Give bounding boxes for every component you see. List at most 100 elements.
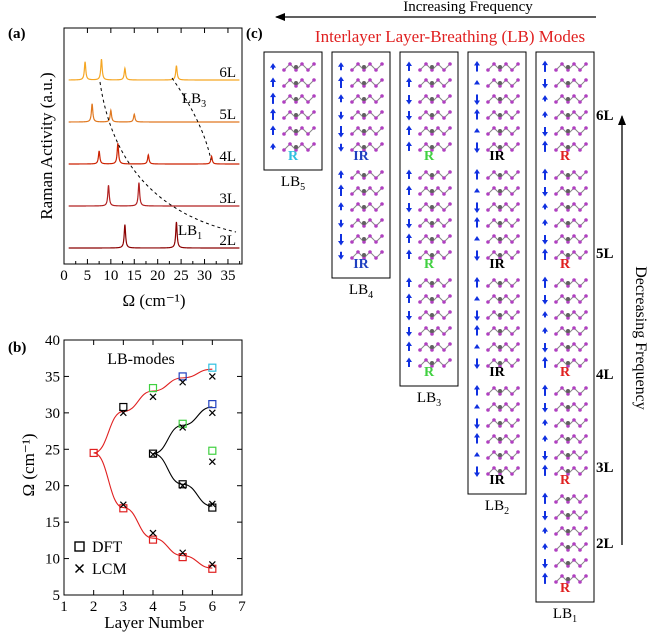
layer-motif: [554, 542, 588, 552]
arrow-head: [406, 223, 412, 229]
activity-label: IR: [489, 365, 505, 380]
arrow-head: [474, 100, 480, 106]
legend-lcm-marker: [74, 563, 85, 574]
b-xtick-label: 1: [60, 599, 68, 615]
b-ytick-label: 30: [45, 406, 60, 422]
fit-curve: [93, 368, 213, 454]
panel-b: (b) Ω (cm⁻¹) LB-modes 1 2 3 4 5 6 7 5 10 15 20 25 30…: [8, 333, 246, 632]
panel-a-xlabel: Ω (cm⁻¹): [122, 291, 185, 310]
layer-motif: [486, 294, 520, 304]
dft-point: [208, 503, 217, 512]
arrow-head: [474, 168, 480, 174]
mode-column-LB5: R LB5: [263, 51, 323, 193]
legend-dft-marker: [74, 541, 85, 552]
dft-point: [119, 402, 128, 412]
mode-box: [331, 51, 391, 279]
spectrum-4L: [68, 143, 240, 165]
mode-box: [467, 51, 527, 495]
mode-label-main: LB: [281, 174, 300, 190]
layer-motif: [486, 62, 520, 72]
lcm-point: [208, 560, 216, 568]
arrow-head: [474, 384, 480, 390]
mode-label-sub: 3: [436, 398, 441, 409]
layer-labels: 6L 5L 4L 3L 2L: [596, 108, 614, 552]
layer-motif: [486, 170, 520, 180]
layer-motif: [554, 218, 588, 228]
spectrum-6L: [68, 59, 240, 81]
arrow-head: [270, 63, 276, 68]
dft-point: [208, 400, 217, 409]
mode-label-sub: 2: [504, 506, 509, 517]
layer-motif: [282, 142, 316, 152]
layer-motif: [554, 126, 588, 136]
arrow-head: [338, 94, 344, 99]
arrow-head: [474, 108, 480, 114]
layer-motif: [554, 294, 588, 304]
arrow-head: [542, 83, 548, 89]
arrow-head: [542, 219, 548, 224]
activity-label: R: [424, 365, 435, 380]
panel-b-xlabel: Layer Number: [104, 613, 204, 632]
layer-motif: [554, 342, 588, 352]
mode-column-LB4: IR IR LB4: [331, 51, 391, 301]
arrow-head: [338, 62, 344, 67]
layer-motif: [486, 358, 520, 368]
layer-motif: [350, 142, 384, 152]
arrow-head: [542, 60, 548, 66]
lb1-track: [99, 81, 237, 233]
layer-motif: [418, 310, 452, 320]
spectrum-label-6L: 6L: [219, 65, 236, 81]
activity-label: IR: [489, 149, 505, 164]
b-ytick-label: 25: [45, 442, 60, 458]
layer-motif: [554, 386, 588, 396]
layer-motif: [554, 186, 588, 196]
arrow-head: [406, 125, 412, 131]
layer-motif: [554, 110, 588, 120]
arrow-head: [542, 111, 548, 116]
dft-point: [148, 535, 158, 544]
layer-motif: [418, 294, 452, 304]
arrow-head: [270, 143, 276, 148]
layer-motif: [554, 434, 588, 444]
arrow-head: [474, 128, 480, 133]
layer-motif: [554, 310, 588, 320]
layer-motif: [554, 234, 588, 244]
arrow-head: [338, 202, 344, 207]
annotation-lb1-sub: 1: [197, 231, 202, 242]
arrow-head: [270, 108, 276, 114]
layer-motif: [350, 110, 384, 120]
layer-motif: [418, 94, 452, 104]
dft-point: [208, 446, 217, 455]
arrow-head: [406, 249, 412, 255]
arrow-head: [542, 356, 548, 362]
arrow-head: [406, 315, 412, 321]
arrow-head: [474, 256, 480, 262]
decreasing-frequency-label: Decreasing Frequency: [632, 266, 649, 410]
annotation-lb3: LB3: [182, 91, 206, 110]
arrow-head: [542, 384, 548, 390]
layer-motif: [282, 62, 316, 72]
fit-curve: [152, 453, 213, 507]
panel-b-legend: DFT LCM: [74, 539, 127, 578]
arrow-head: [542, 515, 548, 521]
a-xtick-label: 25: [174, 268, 189, 284]
arrow-head: [338, 241, 344, 246]
layer-motif: [486, 342, 520, 352]
layer-motif: [486, 94, 520, 104]
arrow-head: [474, 236, 480, 241]
layer-motif: [554, 202, 588, 212]
arrow-head: [474, 296, 480, 301]
dft-point: [178, 372, 187, 381]
arrow-head: [542, 464, 548, 470]
layer-motif: [418, 110, 452, 120]
lcm-point: [149, 393, 157, 401]
panel-a-peak-tracks: [99, 77, 237, 233]
a-xtick-label: 5: [84, 268, 92, 284]
mode-label-main: LB: [349, 282, 368, 298]
annotation-lb3-sub: 3: [201, 99, 206, 110]
arrow-head: [542, 435, 548, 440]
a-xtick-label: 0: [60, 268, 68, 284]
activity-label: R: [560, 257, 571, 272]
layer-motif: [486, 278, 520, 288]
